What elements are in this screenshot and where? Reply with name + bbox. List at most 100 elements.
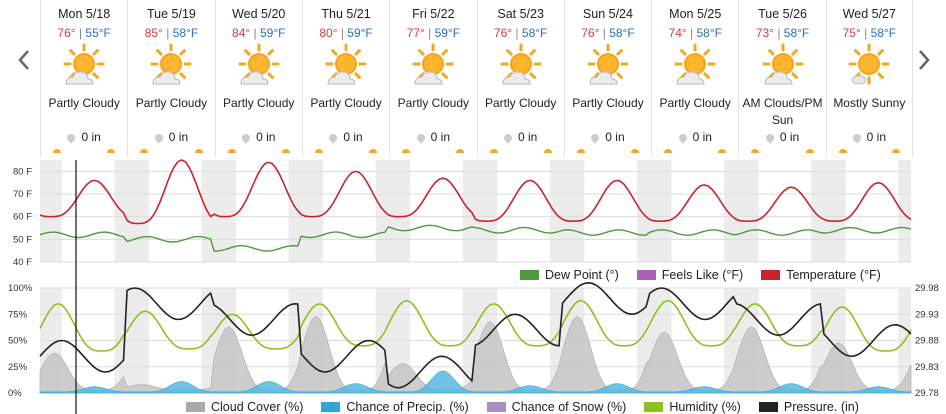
legend-item[interactable]: Feels Like (°F) [636, 268, 743, 282]
high-temp: 73° [755, 26, 774, 40]
legend-label: Pressure. (in) [783, 400, 859, 414]
pct-tick-label: 0% [8, 388, 22, 399]
legend-swatch [486, 401, 506, 412]
day-date: Sun 5/24 [582, 7, 633, 21]
day-temperatures: 80° | 59°F [319, 26, 373, 40]
precip-amount: 0 in [81, 130, 101, 144]
pct-tick-label: 50% [8, 336, 28, 347]
legend-label: Humidity (%) [669, 400, 741, 414]
partly-cloudy-icon [324, 40, 368, 92]
legend-swatch [758, 401, 778, 412]
high-temp: 76° [57, 26, 76, 40]
partly-cloudy-icon [237, 40, 281, 92]
day-condition: Partly Cloudy [397, 96, 470, 110]
day-temperatures: 76° | 55°F [57, 26, 111, 40]
night-band [288, 160, 324, 262]
legend-label: Cloud Cover (%) [211, 400, 304, 414]
previous-days-button[interactable] [14, 45, 34, 75]
pressure-tick-label: 29.78 [915, 388, 939, 399]
day-column[interactable]: Mon 5/25 74° | 58°F Partly Cloudy 0 in [651, 0, 738, 157]
chevron-left-icon [14, 45, 34, 75]
day-temperatures: 73° | 58°F [755, 26, 810, 40]
low-temp: 58°F [870, 26, 897, 40]
day-column[interactable]: Mon 5/18 76° | 55°F Partly Cloudy 0 in [40, 0, 127, 157]
night-band [636, 160, 672, 262]
day-temperatures: 76° | 58°F [493, 26, 548, 40]
partly-cloudy-icon [673, 40, 717, 92]
legend-item[interactable]: Chance of Snow (%) [486, 400, 626, 414]
day-column[interactable]: Wed 5/20 84° | 59°F Partly Cloudy 0 in [214, 0, 302, 157]
sunrise-icon [53, 149, 61, 153]
legend-swatch [520, 269, 539, 280]
night-band [375, 160, 411, 262]
partly-cloudy-icon [149, 40, 193, 92]
day-temperatures: 74° | 58°F [668, 26, 722, 40]
legend-swatch [321, 401, 341, 412]
day-column[interactable]: Sun 5/24 76° | 58°F Partly Cloudy 0 in [563, 0, 651, 157]
precip-amount: 0 in [256, 130, 276, 144]
sunrise-icon [664, 149, 673, 153]
high-temp: 85° [144, 26, 163, 40]
temp-tick-label: 50 F [13, 234, 32, 245]
day-date: Thu 5/21 [321, 7, 371, 21]
legend-item[interactable]: Pressure. (in) [758, 400, 859, 414]
day-precip: 0 in [303, 130, 389, 144]
legend-swatch [186, 401, 205, 412]
day-column[interactable]: Sat 5/23 76° | 58°F Partly Cloudy 0 in [476, 0, 564, 157]
day-condition: Mostly Sunny [833, 96, 906, 110]
legend-item[interactable]: Humidity (%) [644, 400, 741, 414]
precip-amount: 0 in [168, 130, 189, 144]
precip-amount: 0 in [430, 130, 451, 144]
high-temp: 80° [319, 26, 338, 40]
temp-tick-label: 60 F [13, 212, 32, 223]
legend-item[interactable]: Cloud Cover (%) [186, 400, 303, 414]
pct-tick-label: 25% [8, 362, 28, 373]
sunset-icon [194, 149, 203, 153]
precip-amount: 0 in [692, 130, 712, 144]
day-column[interactable]: Fri 5/22 77° | 59°F Partly Cloudy 0 in [389, 0, 476, 157]
day-condition: Partly Cloudy [310, 96, 382, 110]
day-precip: 0 in [652, 130, 738, 144]
sunrise-icon [314, 149, 323, 153]
low-temp: 58°F [521, 26, 548, 40]
legend-item[interactable]: Dew Point (°) [520, 268, 619, 282]
precip-amount: 0 in [605, 130, 625, 144]
day-date: Sat 5/23 [497, 7, 544, 21]
day-column[interactable]: Tue 5/19 85° | 58°F Partly Cloudy 0 in [127, 0, 214, 157]
night-band [40, 160, 62, 262]
night-band [898, 160, 911, 262]
day-date: Wed 5/27 [842, 7, 896, 21]
next-days-button[interactable] [914, 45, 934, 75]
day-precip: 0 in [128, 130, 214, 144]
pressure-tick-label: 29.93 [915, 309, 939, 320]
day-date: Mon 5/18 [58, 7, 111, 21]
sunset-icon [543, 149, 552, 153]
day-column[interactable]: Thu 5/21 80° | 59°F Partly Cloudy 0 in [301, 0, 389, 157]
sunrise-icon [838, 149, 847, 153]
sunset-icon [107, 149, 116, 153]
day-column[interactable]: Tue 5/26 73° | 58°F AM Clouds/PM Sun 0 i… [738, 0, 825, 157]
pressure-tick-label: 29.98 [915, 283, 939, 294]
night-band [724, 160, 759, 262]
precip-amount: 0 in [343, 130, 363, 144]
night-band [462, 160, 498, 262]
low-temp: 58°F [172, 26, 199, 40]
low-temp: 59°F [434, 26, 461, 40]
sunset-icon [718, 149, 727, 153]
precip-amount: 0 in [517, 130, 538, 144]
sunrise-icon [576, 149, 585, 153]
legend-swatch [644, 401, 664, 412]
pressure-tick-label: 29.83 [915, 362, 939, 373]
conditions-legend: Cloud Cover (%) Chance of Precip. (%) Chan… [186, 400, 877, 414]
pressure-tick-label: 29.88 [915, 336, 939, 347]
day-temperatures: 75° | 58°F [842, 26, 897, 40]
low-temp: 58°F [609, 26, 635, 40]
temp-tick-label: 70 F [13, 189, 32, 200]
day-column[interactable]: Wed 5/27 75° | 58°F Mostly Sunny 0 in [825, 0, 913, 157]
pressure-line [39, 281, 912, 389]
legend-item[interactable]: Chance of Precip. (%) [321, 400, 469, 414]
legend-label: Chance of Precip. (%) [346, 400, 469, 414]
legend-item[interactable]: Temperature (°F) [761, 268, 881, 282]
day-date: Wed 5/20 [232, 7, 286, 21]
day-condition: Partly Cloudy [223, 96, 295, 110]
